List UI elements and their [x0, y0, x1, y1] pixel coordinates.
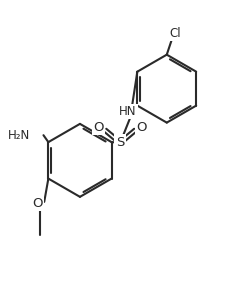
Text: O: O [136, 121, 146, 134]
Text: O: O [93, 121, 104, 134]
Text: S: S [116, 136, 124, 149]
Text: H₂N: H₂N [7, 129, 29, 142]
Text: Cl: Cl [169, 27, 181, 40]
Text: O: O [32, 197, 42, 210]
Text: HN: HN [118, 105, 136, 118]
